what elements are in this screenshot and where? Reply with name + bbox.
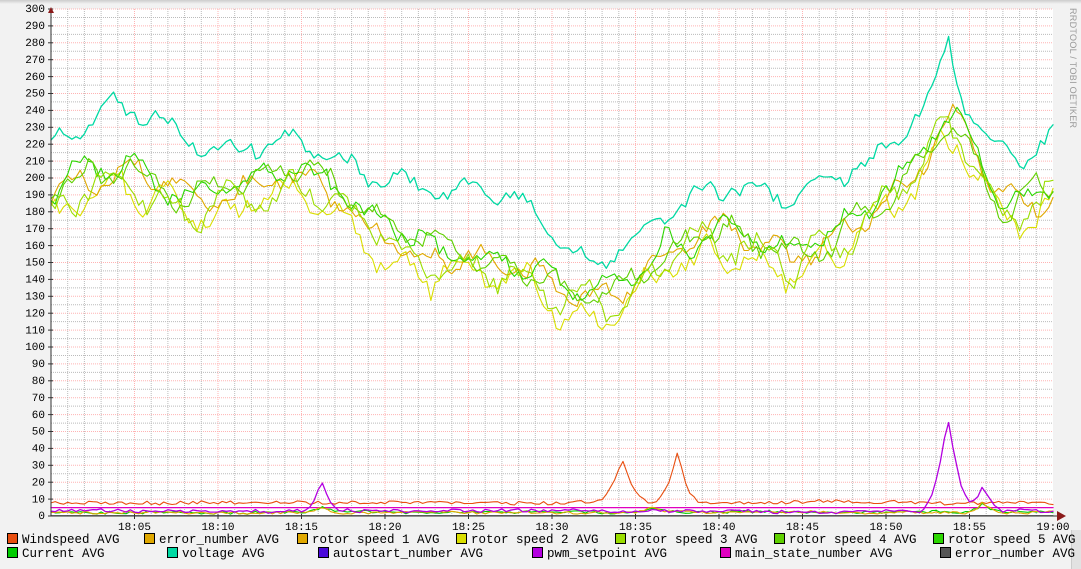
svg-text:19:00: 19:00 [1036,522,1069,530]
svg-text:18:10: 18:10 [201,522,234,530]
svg-text:18:45: 18:45 [786,522,819,530]
svg-text:10: 10 [32,494,45,506]
svg-text:90: 90 [32,359,45,371]
svg-text:120: 120 [25,308,45,320]
svg-text:260: 260 [25,72,45,84]
svg-text:0: 0 [38,511,45,523]
svg-text:240: 240 [25,106,45,118]
svg-text:40: 40 [32,444,45,456]
svg-text:18:40: 18:40 [702,522,735,530]
svg-text:180: 180 [25,207,45,219]
svg-text:220: 220 [25,139,45,151]
svg-text:200: 200 [25,173,45,185]
svg-text:18:35: 18:35 [619,522,652,530]
svg-text:18:25: 18:25 [452,522,485,530]
svg-text:210: 210 [25,156,45,168]
svg-text:100: 100 [25,342,45,354]
svg-text:170: 170 [25,224,45,236]
svg-text:140: 140 [25,275,45,287]
svg-text:230: 230 [25,123,45,135]
svg-text:18:55: 18:55 [953,522,986,530]
svg-text:20: 20 [32,477,45,489]
svg-text:18:50: 18:50 [869,522,902,530]
svg-text:270: 270 [25,55,45,67]
svg-text:250: 250 [25,89,45,101]
svg-text:190: 190 [25,190,45,202]
svg-text:300: 300 [25,4,45,16]
svg-text:280: 280 [25,38,45,50]
svg-text:30: 30 [32,461,45,473]
svg-text:130: 130 [25,292,45,304]
svg-text:18:30: 18:30 [535,522,568,530]
svg-text:290: 290 [25,21,45,33]
svg-text:50: 50 [32,427,45,439]
svg-text:160: 160 [25,241,45,253]
svg-text:18:05: 18:05 [118,522,151,530]
svg-text:70: 70 [32,393,45,405]
svg-text:80: 80 [32,376,45,388]
svg-text:110: 110 [25,325,45,337]
svg-text:60: 60 [32,410,45,422]
svg-text:18:20: 18:20 [368,522,401,530]
svg-text:150: 150 [25,258,45,270]
svg-text:18:15: 18:15 [285,522,318,530]
